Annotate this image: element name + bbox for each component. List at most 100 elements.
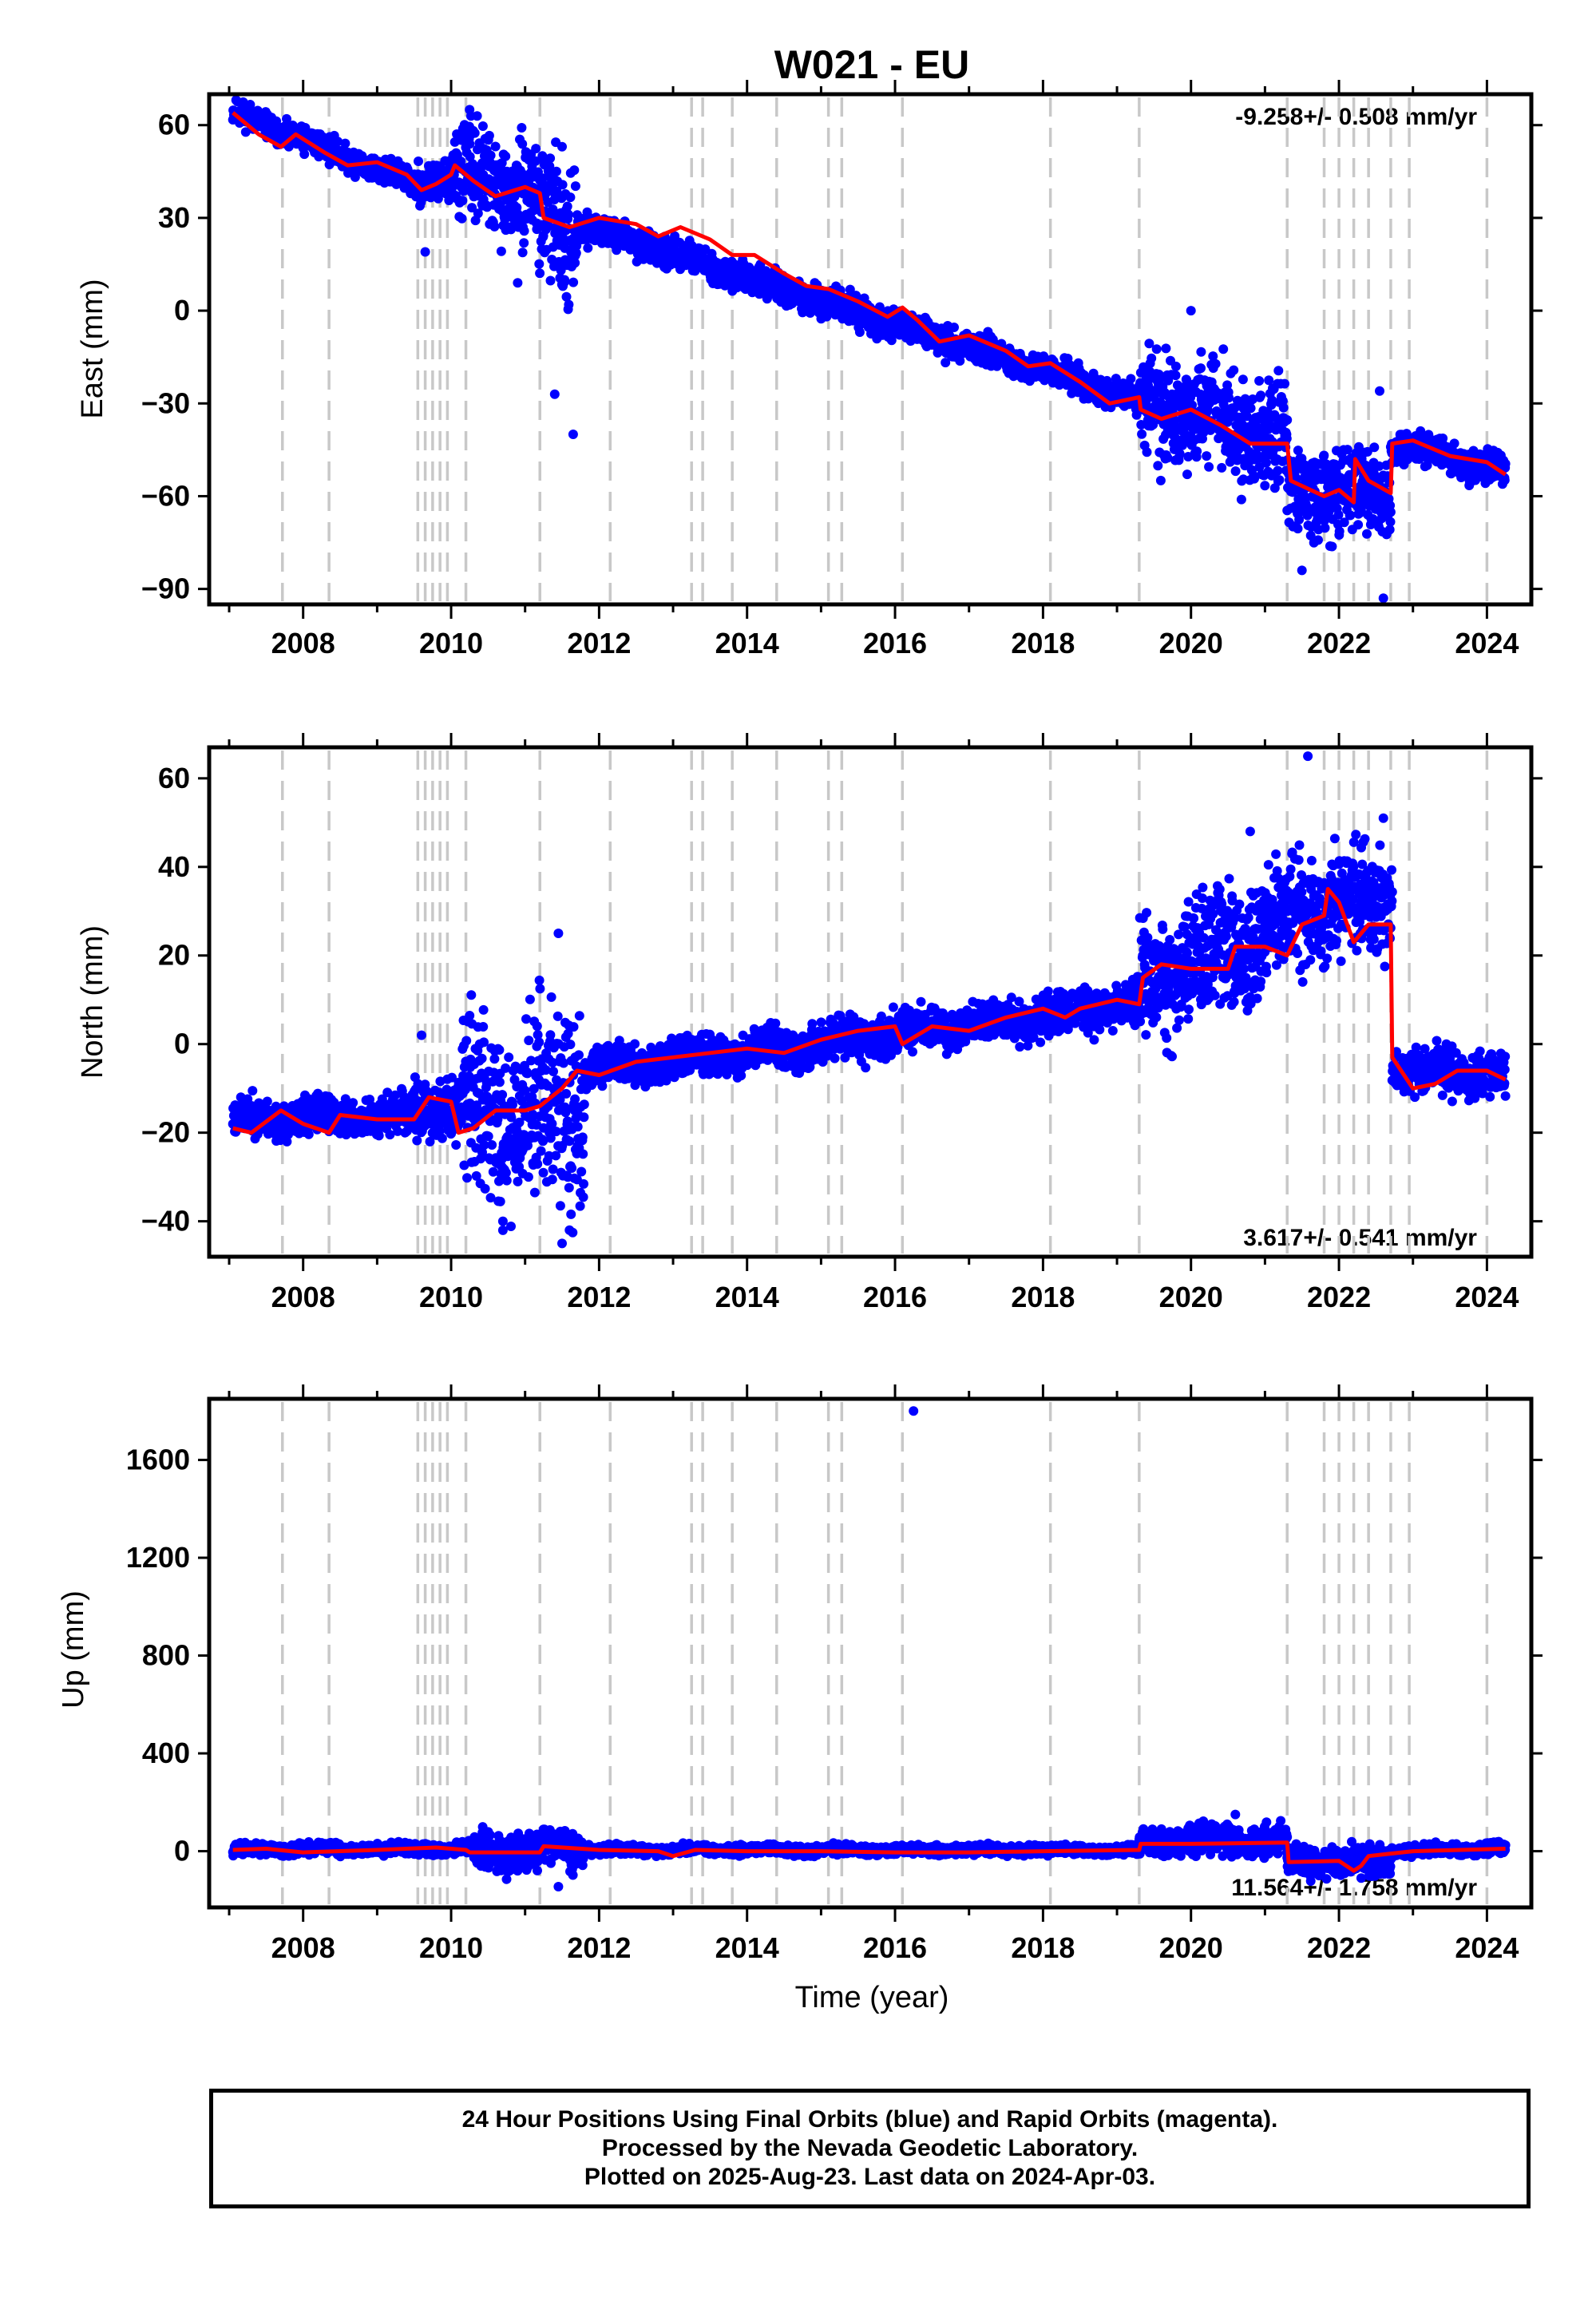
data-point-north (425, 1136, 435, 1147)
x-tick-label-east: 2020 (1159, 627, 1223, 659)
data-point-east (433, 193, 443, 204)
y-tick-label-east: 0 (174, 294, 190, 327)
data-point-north (487, 1140, 497, 1150)
data-point-east (271, 116, 282, 126)
data-point-north (374, 1131, 384, 1141)
data-point-east (564, 299, 574, 310)
data-point-north (462, 1173, 472, 1183)
data-point-east (1293, 524, 1303, 534)
data-point-north (508, 1099, 517, 1110)
x-tick-label-east: 2008 (271, 627, 335, 659)
data-point-east (570, 258, 580, 268)
data-point-east (551, 166, 561, 176)
data-point-east (477, 121, 488, 131)
outlier-point-east (568, 430, 578, 439)
data-point-north (471, 1170, 481, 1181)
data-point-east (1230, 466, 1241, 477)
data-point-east (1438, 434, 1448, 443)
y-tick-label-east: −90 (141, 572, 190, 605)
data-point-east (1319, 450, 1329, 461)
data-point-east (1321, 459, 1332, 469)
data-point-east (534, 259, 545, 269)
data-point-east (1170, 370, 1181, 381)
data-point-east (1111, 374, 1121, 384)
data-point-east (473, 208, 483, 219)
outlier-point-east (557, 141, 567, 152)
data-point-east (1210, 358, 1221, 369)
data-point-east (340, 138, 350, 149)
data-point-north (477, 1053, 487, 1063)
data-point-north (243, 1094, 253, 1104)
data-point-north (483, 1131, 493, 1142)
data-point-north (497, 1225, 508, 1235)
data-point-north (434, 1126, 445, 1136)
data-point-east (1345, 510, 1356, 521)
chart-title: W021 - EU (774, 42, 970, 87)
data-point-east (465, 139, 475, 149)
data-point-east (1202, 406, 1213, 416)
data-point-east (1334, 526, 1345, 537)
panel-east: East (mm) -9.258+/- 0.508 mm/yr 60300−30… (76, 80, 1543, 659)
data-point-north (514, 1117, 525, 1127)
data-point-east (1136, 420, 1147, 430)
data-point-east (1196, 347, 1206, 357)
data-point-east (245, 100, 255, 109)
data-point-east (583, 243, 593, 253)
data-point-east (517, 139, 528, 149)
data-point-east (570, 181, 580, 192)
outlier-point-east (1378, 593, 1388, 604)
data-point-east (569, 165, 580, 176)
data-point-north (488, 1166, 498, 1177)
data-point-east (1500, 458, 1511, 469)
data-point-north (501, 1167, 511, 1178)
data-point-east (1155, 475, 1166, 485)
data-point-east (854, 327, 865, 337)
data-point-east (414, 156, 423, 166)
data-point-east (941, 358, 951, 368)
data-point-east (562, 201, 572, 212)
outlier-point-east (465, 105, 475, 115)
outlier-point-east (1297, 565, 1307, 576)
plot-frame-east (207, 92, 1534, 607)
data-point-east (1151, 344, 1162, 354)
data-point-east (1264, 375, 1274, 386)
data-point-north (497, 1090, 508, 1100)
data-point-east (1362, 529, 1372, 539)
data-point-north (485, 1193, 496, 1203)
data-point-north (451, 1140, 461, 1150)
data-point-north (504, 1052, 514, 1063)
data-point-east (465, 152, 475, 162)
data-point-east (496, 246, 506, 256)
data-point-north (479, 1037, 489, 1048)
panel-north: North (mm) 3.617+/- 0.541 mm/yr 6040200−… (76, 733, 1543, 1313)
data-point-east (467, 203, 477, 213)
data-point-east (517, 123, 527, 133)
data-point-east (1204, 461, 1214, 472)
data-point-east (1238, 374, 1248, 385)
data-point-east (886, 335, 897, 346)
data-point-east (469, 128, 480, 138)
data-point-east (1499, 475, 1510, 485)
data-point-east (545, 275, 556, 286)
data-point-east (1249, 473, 1259, 484)
data-point-east (1170, 361, 1181, 371)
data-point-east (1153, 461, 1163, 471)
x-tick-label-east: 2024 (1455, 627, 1519, 659)
data-point-north (382, 1087, 393, 1098)
data-point-north (494, 1176, 504, 1186)
data-point-north (477, 1147, 487, 1158)
data-point-east (299, 149, 310, 160)
data-point-north (340, 1094, 350, 1104)
data-point-north (501, 1063, 511, 1073)
data-point-east (1353, 520, 1364, 530)
data-point-east (472, 111, 482, 121)
data-point-east (1385, 507, 1396, 517)
data-point-east (535, 268, 545, 279)
data-point-east (1362, 446, 1372, 457)
data-point-north (365, 1095, 374, 1104)
data-point-north (478, 1004, 489, 1015)
data-point-north (282, 1136, 292, 1147)
data-point-east (456, 156, 466, 167)
rate-label-east: -9.258+/- 0.508 mm/yr (1235, 104, 1477, 130)
